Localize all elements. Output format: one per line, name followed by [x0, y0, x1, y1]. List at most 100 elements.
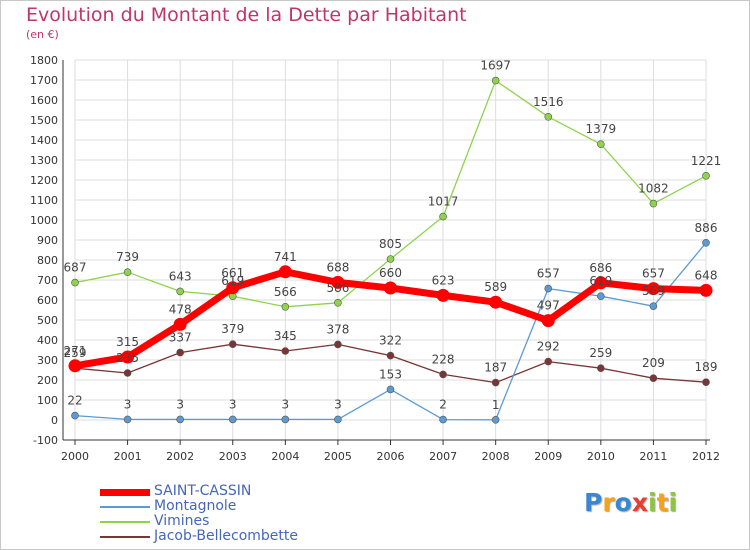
- data-point: [123, 369, 132, 377]
- data-point: [491, 76, 500, 85]
- data-label: 478: [169, 302, 192, 316]
- x-tick-label: 2004: [271, 450, 299, 463]
- x-tick-label: 2005: [324, 450, 352, 463]
- data-label: 623: [432, 273, 455, 287]
- data-label: 378: [326, 322, 349, 336]
- data-label: 1: [492, 398, 500, 412]
- data-label: 660: [379, 266, 402, 280]
- data-label: 589: [484, 280, 507, 294]
- data-point: [176, 287, 184, 296]
- data-label: 228: [432, 352, 455, 366]
- data-label: 3: [124, 397, 132, 411]
- x-tick-label: 2007: [429, 450, 457, 463]
- line-chart: -100 0 100 200 300 400 500 600 700 800 900 1000 1100…: [30, 54, 722, 463]
- data-label: 1697: [480, 59, 511, 73]
- data-point: [228, 340, 237, 349]
- data-point: [176, 415, 184, 424]
- data-label: 805: [379, 237, 402, 251]
- data-point: [597, 140, 605, 148]
- y-tick-label: 300: [37, 354, 58, 367]
- data-point: [278, 265, 292, 279]
- data-point: [71, 278, 79, 287]
- data-label: 619: [221, 274, 244, 288]
- data-label: 686: [589, 261, 612, 275]
- data-point: [646, 282, 660, 296]
- chart-title: Evolution du Montant de la Dette par Hab…: [26, 4, 467, 26]
- data-label: 209: [642, 356, 665, 370]
- data-label: 657: [642, 267, 665, 281]
- data-point: [281, 302, 290, 311]
- data-point: [123, 415, 132, 424]
- y-tick-label: 1100: [30, 194, 58, 207]
- data-point: [702, 239, 710, 247]
- y-tick-label: 700: [37, 274, 58, 287]
- data-point: [491, 378, 500, 387]
- y-tick-label: 1400: [30, 134, 58, 147]
- data-label: 569: [642, 284, 665, 298]
- data-point: [123, 268, 132, 277]
- y-tick-label: 100: [37, 394, 58, 407]
- x-tick-label: 2006: [377, 450, 405, 463]
- legend-swatch: [100, 489, 150, 496]
- legend-swatch: [100, 521, 150, 523]
- y-tick-label: 900: [37, 234, 58, 247]
- proxiti-logo: Proxiti: [584, 488, 677, 517]
- x-tick-label: 2009: [534, 450, 562, 463]
- data-label: 741: [274, 250, 297, 264]
- data-point: [489, 295, 503, 309]
- data-label: 153: [379, 367, 402, 381]
- data-point: [386, 255, 395, 263]
- data-point: [334, 415, 342, 424]
- data-point: [702, 378, 710, 387]
- data-label: 3: [229, 397, 237, 411]
- y-tick-label: 500: [37, 314, 58, 327]
- data-point: [386, 351, 395, 360]
- data-point: [699, 283, 713, 297]
- data-label: 259: [589, 346, 612, 360]
- data-point: [544, 357, 553, 366]
- y-tick-label: 1000: [30, 214, 58, 227]
- legend-swatch: [100, 536, 150, 538]
- data-point: [281, 415, 290, 424]
- data-point: [439, 370, 447, 379]
- data-label: 1221: [691, 154, 722, 168]
- data-point: [334, 298, 342, 307]
- data-label: 337: [169, 331, 192, 345]
- data-point: [649, 199, 658, 208]
- chart-subtitle: (en €): [26, 28, 59, 41]
- legend-label: Vimines: [154, 513, 210, 529]
- x-tick-label: 2002: [166, 450, 194, 463]
- data-label: 22: [67, 394, 82, 408]
- y-tick-label: 1200: [30, 174, 58, 187]
- data-label: 3: [334, 397, 342, 411]
- data-point: [439, 415, 447, 424]
- logo-letter: x: [631, 488, 648, 517]
- data-label: 2: [439, 398, 447, 412]
- y-tick-label: 1800: [30, 54, 58, 67]
- data-label: 3: [176, 397, 184, 411]
- y-tick-label: 0: [51, 414, 58, 427]
- data-label: 886: [695, 221, 718, 235]
- data-point: [544, 284, 553, 293]
- y-tick-label: 200: [37, 374, 58, 387]
- data-point: [594, 276, 608, 290]
- data-label: 687: [64, 261, 87, 275]
- logo-letter: P: [584, 488, 603, 517]
- data-label: 235: [116, 351, 139, 365]
- data-point: [176, 348, 184, 357]
- data-label: 739: [116, 250, 139, 264]
- data-point: [121, 350, 135, 364]
- data-point: [334, 340, 342, 349]
- x-tick-label: 2001: [114, 450, 142, 463]
- logo-letter: i: [668, 488, 678, 517]
- data-label: 648: [695, 268, 718, 282]
- y-tick-label: 1600: [30, 94, 58, 107]
- legend-label: Jacob-Bellecombette: [154, 528, 299, 544]
- y-tick-label: 1300: [30, 154, 58, 167]
- y-tick-label: 1500: [30, 114, 58, 127]
- legend-swatch: [100, 506, 150, 508]
- data-label: 1017: [428, 195, 459, 209]
- logo-letter: o: [614, 488, 632, 517]
- data-label: 619: [589, 274, 612, 288]
- logo-letter: r: [602, 488, 615, 517]
